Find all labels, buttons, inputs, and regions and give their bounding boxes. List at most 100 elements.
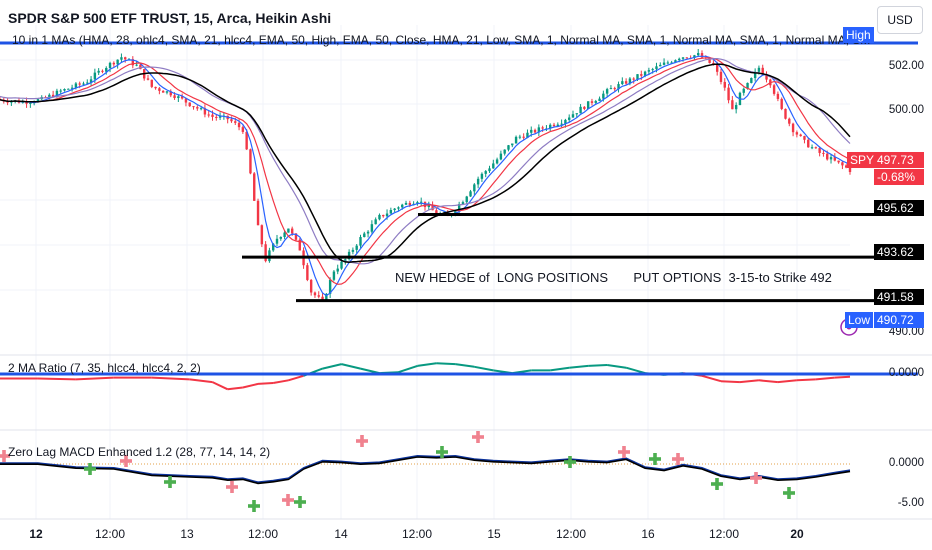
candle-body [59, 90, 62, 92]
candle-body [465, 196, 468, 203]
candle-body [613, 88, 616, 90]
ratio-segment [739, 379, 760, 384]
candle-body [332, 271, 336, 280]
ma-legend[interactable]: 10 in 1 MAs (HMA, 28, ohlc4, SMA, 21, hl… [12, 33, 871, 47]
cross-marker-icon [356, 439, 368, 443]
candle-body [97, 70, 100, 73]
ratio-segment [834, 375, 851, 379]
candle-body [681, 57, 685, 59]
high-tag: High [843, 27, 874, 43]
candle-body [837, 160, 840, 163]
candle-body [378, 214, 381, 220]
candle-body [488, 168, 491, 172]
candle-body [552, 124, 556, 127]
candle-body [317, 295, 320, 297]
candle-body [685, 57, 689, 59]
candle-body [146, 78, 150, 80]
ratio-segment [37, 377, 76, 381]
spy-symbol-tag: SPY [847, 152, 878, 168]
candle-body [25, 101, 28, 104]
candle-body [283, 232, 286, 237]
candle-body [560, 123, 563, 125]
hma-line [0, 55, 851, 297]
candle-body [89, 79, 93, 83]
ratio-segment [569, 364, 589, 369]
candle-body [431, 205, 434, 211]
candle-body [807, 139, 810, 148]
candle-body [507, 145, 510, 150]
candle-body [499, 153, 503, 160]
candle-body [389, 209, 393, 214]
macd-pane-title[interactable]: Zero Lag MACD Enhanced 1.2 (28, 77, 14, … [8, 445, 271, 459]
candle-body [651, 69, 654, 71]
candle-body [503, 149, 506, 154]
candle-body [810, 147, 814, 149]
candle-body [841, 162, 844, 166]
level-tag-491: 491.58 [874, 289, 924, 305]
candle-body [234, 121, 237, 123]
ratio-segment [257, 382, 274, 385]
candle-body [761, 67, 764, 75]
time-tick: 14 [334, 527, 348, 541]
cross-marker-icon [750, 476, 762, 480]
candle-body [420, 201, 423, 203]
candle-body [272, 243, 275, 251]
ma-ratio-pane [0, 362, 918, 391]
candle-body [848, 167, 852, 172]
candle-body [253, 173, 256, 201]
time-tick: 15 [487, 527, 501, 541]
candle-body [780, 98, 783, 109]
macd-signal-line [0, 455, 851, 485]
candle-body [753, 71, 757, 79]
ratio-segment [151, 376, 190, 381]
candle-body [196, 107, 199, 109]
candle-body [408, 202, 412, 206]
candle-body [351, 249, 355, 252]
candle-body [826, 153, 829, 160]
cross-marker-icon [436, 450, 448, 454]
candle-body [617, 84, 620, 90]
cross-marker-icon [564, 460, 576, 464]
candle-body [359, 237, 362, 246]
candle-body [6, 101, 9, 103]
time-tick: 12 [29, 527, 43, 541]
candle-body [715, 64, 719, 72]
candle-body [139, 64, 142, 70]
candle-body [655, 66, 658, 70]
price-tick: 490.00 [888, 326, 924, 338]
ratio-segment [777, 379, 797, 384]
candle-body [435, 210, 438, 214]
candle-body [199, 108, 203, 110]
candle-body [457, 204, 461, 211]
candle-body [605, 89, 609, 94]
candle-body [473, 184, 476, 192]
candle-body [70, 87, 74, 89]
candle-body [370, 224, 374, 232]
cross-marker-icon [164, 480, 176, 484]
candle-body [643, 71, 647, 76]
candle-body [382, 214, 385, 217]
candle-body [363, 233, 366, 238]
candle-body [636, 74, 639, 80]
candle-body [708, 58, 711, 63]
cross-marker-icon [711, 482, 723, 486]
ratio-segment [588, 364, 608, 367]
candle-body [275, 238, 279, 244]
ratio-segment [398, 364, 418, 374]
candle-body [256, 200, 260, 226]
cross-marker-icon [783, 491, 795, 495]
grid-lines [0, 25, 850, 519]
candle-body [188, 102, 191, 107]
candle-body [401, 204, 404, 208]
candle-body [74, 83, 78, 88]
candle-body [313, 292, 317, 296]
candle-body [55, 90, 59, 97]
ratio-pane-title[interactable]: 2 MA Ratio (7, 35, hlcc4, hlcc4, 2, 2) [8, 361, 201, 375]
candle-body [522, 136, 525, 138]
currency-button[interactable]: USD [877, 6, 923, 34]
cross-marker-icon [248, 504, 260, 508]
candle-body [169, 91, 172, 96]
candle-body [63, 89, 66, 91]
candle-body [776, 93, 780, 99]
price-tick: 502.00 [888, 60, 924, 72]
